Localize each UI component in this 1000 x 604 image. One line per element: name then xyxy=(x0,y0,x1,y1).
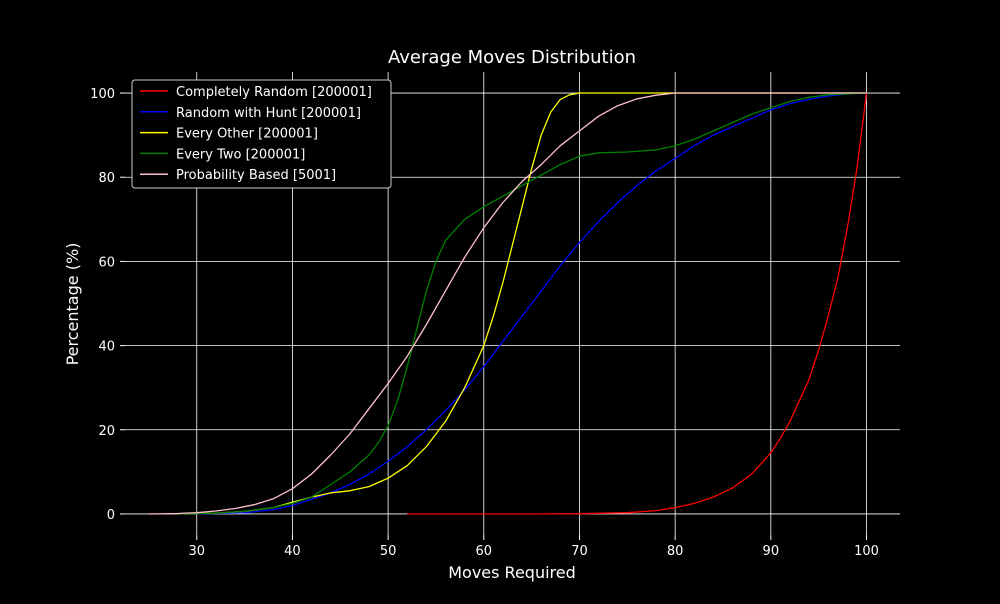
y-axis-label: Percentage (%) xyxy=(63,243,82,366)
x-tick-label: 40 xyxy=(284,544,301,559)
x-axis-label: Moves Required xyxy=(448,563,576,582)
legend-label: Completely Random [200001] xyxy=(176,85,372,100)
series-line-2 xyxy=(177,92,867,515)
series-line-3 xyxy=(177,92,867,515)
x-tick-label: 60 xyxy=(476,544,493,559)
legend-box xyxy=(131,79,392,189)
series-lines xyxy=(148,92,868,515)
legend-label: Every Two [200001] xyxy=(176,147,305,162)
x-tick-label: 90 xyxy=(763,544,780,559)
x-tick-label: 100 xyxy=(854,544,879,559)
x-tick-label: 50 xyxy=(380,544,397,559)
y-tick-label: 60 xyxy=(98,255,115,270)
y-tick-label: 100 xyxy=(90,87,115,102)
y-tick-label: 0 xyxy=(107,508,115,523)
y-tick-label: 40 xyxy=(98,340,115,355)
x-tick-label: 70 xyxy=(571,544,588,559)
series-line-1 xyxy=(196,92,867,515)
chart-title: Average Moves Distribution xyxy=(388,47,636,68)
y-tick-label: 20 xyxy=(98,424,115,439)
x-tick-label: 30 xyxy=(188,544,205,559)
y-tick-label: 80 xyxy=(98,171,115,186)
x-tick-label: 80 xyxy=(667,544,684,559)
legend-label: Random with Hunt [200001] xyxy=(176,106,361,121)
series-line-4 xyxy=(148,92,867,515)
series-line-0 xyxy=(407,92,868,515)
legend: Completely Random [200001] Random with Hu… xyxy=(131,79,392,189)
legend-label: Every Other [200001] xyxy=(176,127,318,142)
legend-label: Probability Based [5001] xyxy=(176,168,336,183)
axes: 30 40 50 60 70 80 90 100 0 20 40 60 80 100 xyxy=(90,87,879,559)
